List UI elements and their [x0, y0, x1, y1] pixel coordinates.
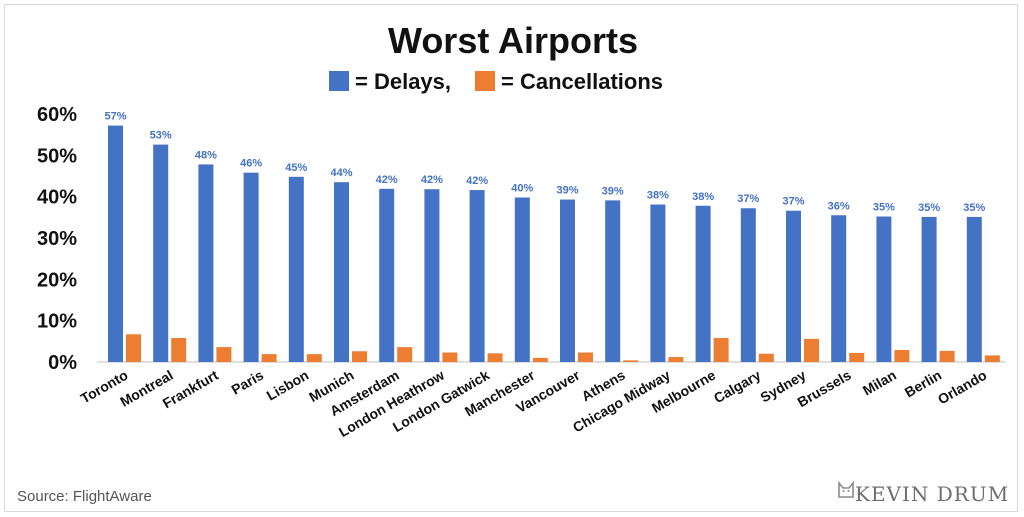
bar-delays [831, 215, 847, 362]
y-tick-label: 10% [37, 311, 77, 333]
bar-cancellations [352, 351, 367, 362]
bar-delays [876, 216, 892, 362]
data-label-delays: 35% [918, 202, 940, 214]
bar-cancellations [216, 347, 232, 362]
legend-swatch-cancellations [475, 71, 495, 91]
y-axis: 0% 10% 20% 30% 40% 50% 60% [37, 104, 77, 374]
bar-cancellations [171, 338, 187, 362]
bar-cancellations [487, 353, 503, 362]
data-label-delays: 42% [466, 175, 488, 187]
bar-delays [379, 188, 395, 362]
bar-cancellations [623, 360, 639, 362]
data-label-delays: 39% [556, 185, 578, 197]
data-label-delays: 48% [195, 149, 217, 161]
bar-delays [243, 172, 259, 362]
bar-delays [921, 216, 937, 362]
data-label-delays: 53% [150, 130, 172, 142]
bar-cancellations [894, 350, 910, 362]
bar-delays [966, 216, 982, 362]
data-label-delays: 46% [240, 158, 262, 170]
y-tick-label: 60% [37, 104, 77, 126]
bar-delays [153, 144, 169, 362]
brand-name: KEVIN DRUM [855, 482, 1009, 506]
bar-delays [650, 204, 666, 362]
bar-delays [560, 199, 575, 362]
y-tick-label: 0% [48, 352, 77, 374]
bars: 57% 53% 48% 46% 45% 44% 42% 42% 42% 40% 39% 39% 38% 3… [104, 111, 1000, 362]
bar-cancellations [804, 338, 819, 362]
data-label-delays: 40% [511, 182, 533, 194]
x-tick-label: Milan [860, 367, 899, 399]
bar-cancellations [306, 354, 322, 362]
legend-label-delays: = Delays, [355, 69, 451, 94]
bar-cancellations [758, 353, 774, 362]
bar-cancellations [397, 347, 413, 362]
bar-delays [424, 189, 440, 362]
data-label-delays: 39% [602, 185, 624, 197]
bar-delays [198, 164, 214, 362]
bar-cancellations [668, 357, 684, 362]
data-label-delays: 37% [782, 196, 804, 208]
source-note: Source: FlightAware [17, 488, 152, 505]
chart: Worst Airports = Delays, = Cancellations… [17, 20, 1009, 506]
cat-icon [838, 480, 854, 498]
x-tick-label: Orlando [935, 367, 989, 408]
bar-cancellations [578, 352, 593, 362]
data-label-delays: 38% [647, 190, 669, 202]
x-tick-label: Calgary [711, 367, 764, 407]
bar-delays [108, 125, 123, 362]
bar-delays [695, 205, 711, 362]
bar-cancellations [126, 334, 141, 362]
y-tick-label: 40% [37, 187, 77, 209]
bar-delays [514, 197, 530, 362]
data-label-delays: 57% [104, 111, 126, 123]
bar-cancellations [713, 338, 729, 362]
data-label-delays: 37% [737, 193, 759, 205]
y-tick-label: 50% [37, 145, 77, 167]
data-label-delays: 38% [692, 191, 714, 203]
bar-cancellations [261, 354, 277, 362]
bar-delays [740, 208, 756, 362]
x-tick-label: Lisbon [264, 367, 312, 404]
data-label-delays: 42% [376, 174, 398, 186]
bar-cancellations [442, 352, 458, 362]
y-tick-label: 30% [37, 228, 77, 250]
data-label-delays: 44% [330, 167, 352, 179]
x-tick-label: Paris [228, 367, 266, 398]
bar-delays [334, 182, 349, 362]
chart-title: Worst Airports [388, 20, 638, 61]
data-label-delays: 35% [963, 202, 985, 214]
legend-label-cancellations: = Cancellations [501, 69, 663, 94]
legend: = Delays, = Cancellations [329, 69, 663, 94]
y-tick-label: 20% [37, 269, 77, 291]
bar-delays [605, 200, 621, 362]
chart-frame: Worst Airports = Delays, = Cancellations… [4, 4, 1018, 512]
data-label-delays: 35% [873, 202, 895, 214]
bar-cancellations [532, 357, 548, 362]
data-label-delays: 42% [421, 174, 443, 186]
brand-logo: KEVIN DRUM [838, 480, 1009, 506]
bar-cancellations [939, 350, 955, 362]
bar-delays [469, 190, 485, 362]
bar-delays [786, 210, 801, 362]
data-label-delays: 45% [285, 162, 307, 174]
data-label-delays: 36% [828, 200, 850, 212]
legend-swatch-delays [329, 71, 349, 91]
bar-cancellations [984, 355, 1000, 362]
bar-delays [288, 176, 304, 362]
bar-cancellations [849, 352, 865, 362]
